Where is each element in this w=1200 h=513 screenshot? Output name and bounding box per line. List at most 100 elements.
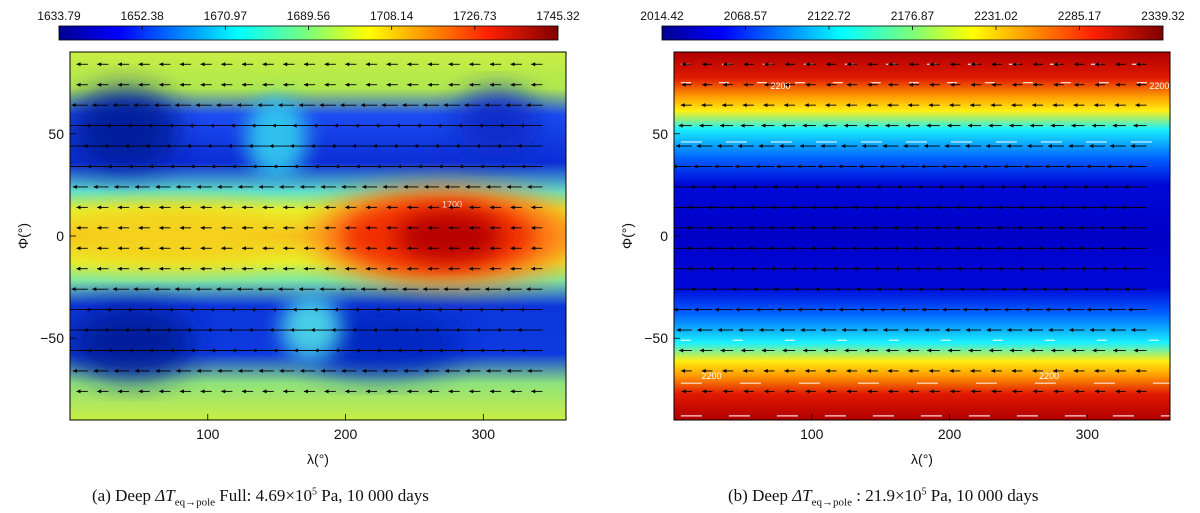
wind-arrow	[376, 164, 398, 169]
wind-arrow	[147, 123, 171, 128]
wind-arrow	[361, 103, 378, 108]
wind-arrow	[517, 144, 543, 149]
wind-arrow	[701, 368, 713, 373]
wind-arrow	[190, 348, 212, 353]
wind-arrow	[360, 287, 378, 292]
wind-arrow	[797, 307, 816, 312]
wind-arrow	[846, 389, 858, 394]
wind-arrow	[956, 205, 982, 210]
wind-arrow	[324, 225, 336, 230]
wind-arrow	[906, 348, 920, 353]
wind-arrow	[355, 164, 378, 169]
wind-arrow	[333, 307, 357, 312]
wind-arrow	[469, 225, 481, 230]
wind-arrow	[779, 328, 796, 333]
wind-arrow	[1107, 307, 1126, 312]
wind-arrow	[681, 389, 692, 394]
wind-arrow	[149, 348, 171, 353]
wind-arrow	[1012, 389, 1023, 394]
wind-arrow	[949, 103, 961, 108]
wind-arrow	[443, 287, 460, 292]
wind-arrow	[444, 368, 460, 373]
wind-arrow	[722, 103, 734, 108]
wind-arrow	[510, 205, 522, 210]
wind-arrow	[1048, 144, 1064, 149]
wind-arrow	[517, 328, 543, 333]
wind-arrow	[407, 82, 419, 87]
wind-arrow	[324, 266, 336, 271]
wind-arrow	[292, 307, 316, 312]
wind-arrow	[908, 368, 920, 373]
wind-arrow	[179, 82, 192, 87]
wind-arrow	[299, 103, 316, 108]
wind-arrow	[784, 82, 796, 87]
wind-arrow	[416, 123, 440, 128]
wind-arrow	[835, 184, 858, 189]
wind-arrow	[690, 184, 713, 189]
wind-arrow	[241, 266, 254, 271]
wind-arrow	[991, 368, 1002, 373]
wind-arrow	[273, 348, 295, 353]
wind-arrow	[990, 103, 1002, 108]
wind-arrow	[915, 266, 940, 271]
wind-arrow	[945, 328, 961, 333]
heatmap-blob	[396, 211, 502, 261]
wind-arrow	[731, 184, 754, 189]
wind-arrow	[211, 348, 233, 353]
heatmap-background	[674, 52, 1170, 420]
wind-arrow	[761, 123, 775, 128]
wind-arrow	[1101, 205, 1126, 210]
wind-arrow	[1133, 348, 1147, 353]
wind-arrow	[464, 103, 481, 108]
wind-arrow	[278, 103, 295, 108]
wind-arrow	[464, 287, 481, 292]
wind-arrow	[1030, 123, 1044, 128]
wind-arrow	[237, 103, 254, 108]
wind-arrow	[298, 287, 316, 292]
wind-arrow	[929, 62, 940, 67]
wind-arrow	[365, 62, 378, 67]
caption-a-exp: 5	[311, 486, 317, 498]
wind-arrow	[805, 62, 816, 67]
wind-arrow	[72, 368, 88, 373]
wind-arrow	[216, 103, 233, 108]
wind-arrow	[138, 225, 150, 230]
wind-arrow	[1011, 368, 1023, 373]
wind-arrow	[70, 309, 88, 311]
wind-arrow	[221, 205, 233, 210]
wind-arrow	[1050, 123, 1064, 128]
caption-a-label: (a) Deep	[92, 486, 151, 505]
wind-arrow	[114, 368, 130, 373]
wind-arrow	[1086, 164, 1106, 169]
wind-arrow	[133, 287, 150, 292]
wind-arrow	[168, 307, 192, 312]
figure: 1633.79 1652.38 1670.97 1689.56 1708.14 1726.…	[15, 9, 1185, 467]
wind-arrow	[1045, 307, 1064, 312]
wind-arrow	[355, 348, 378, 353]
wind-arrow	[362, 184, 378, 189]
heatmap-blob	[280, 295, 342, 361]
wind-arrow	[127, 307, 150, 312]
wind-arrow	[221, 389, 233, 394]
wind-arrow	[929, 389, 940, 394]
wind-arrow	[257, 287, 274, 292]
wind-arrow	[1065, 164, 1085, 169]
wind-arrow	[782, 348, 796, 353]
wind-arrow	[935, 205, 961, 210]
wind-arrow	[437, 307, 460, 312]
wind-arrow	[1122, 266, 1147, 271]
wind-arrow	[729, 266, 754, 271]
wind-arrow	[335, 348, 357, 353]
wind-arrow	[397, 348, 419, 353]
panel-b: 2014.42 2068.57 2122.72 2176.87 2231.02 2285.…	[619, 9, 1185, 467]
wind-arrow	[814, 184, 837, 189]
wind-arrow	[702, 82, 713, 87]
wind-arrow	[241, 389, 254, 394]
wind-arrow	[273, 164, 295, 169]
wind-arrow	[755, 164, 775, 169]
wind-arrow	[864, 123, 878, 128]
wind-arrow	[87, 164, 109, 169]
wind-arrow	[505, 287, 522, 292]
wind-arrow	[862, 144, 878, 149]
wind-arrow	[113, 103, 130, 108]
